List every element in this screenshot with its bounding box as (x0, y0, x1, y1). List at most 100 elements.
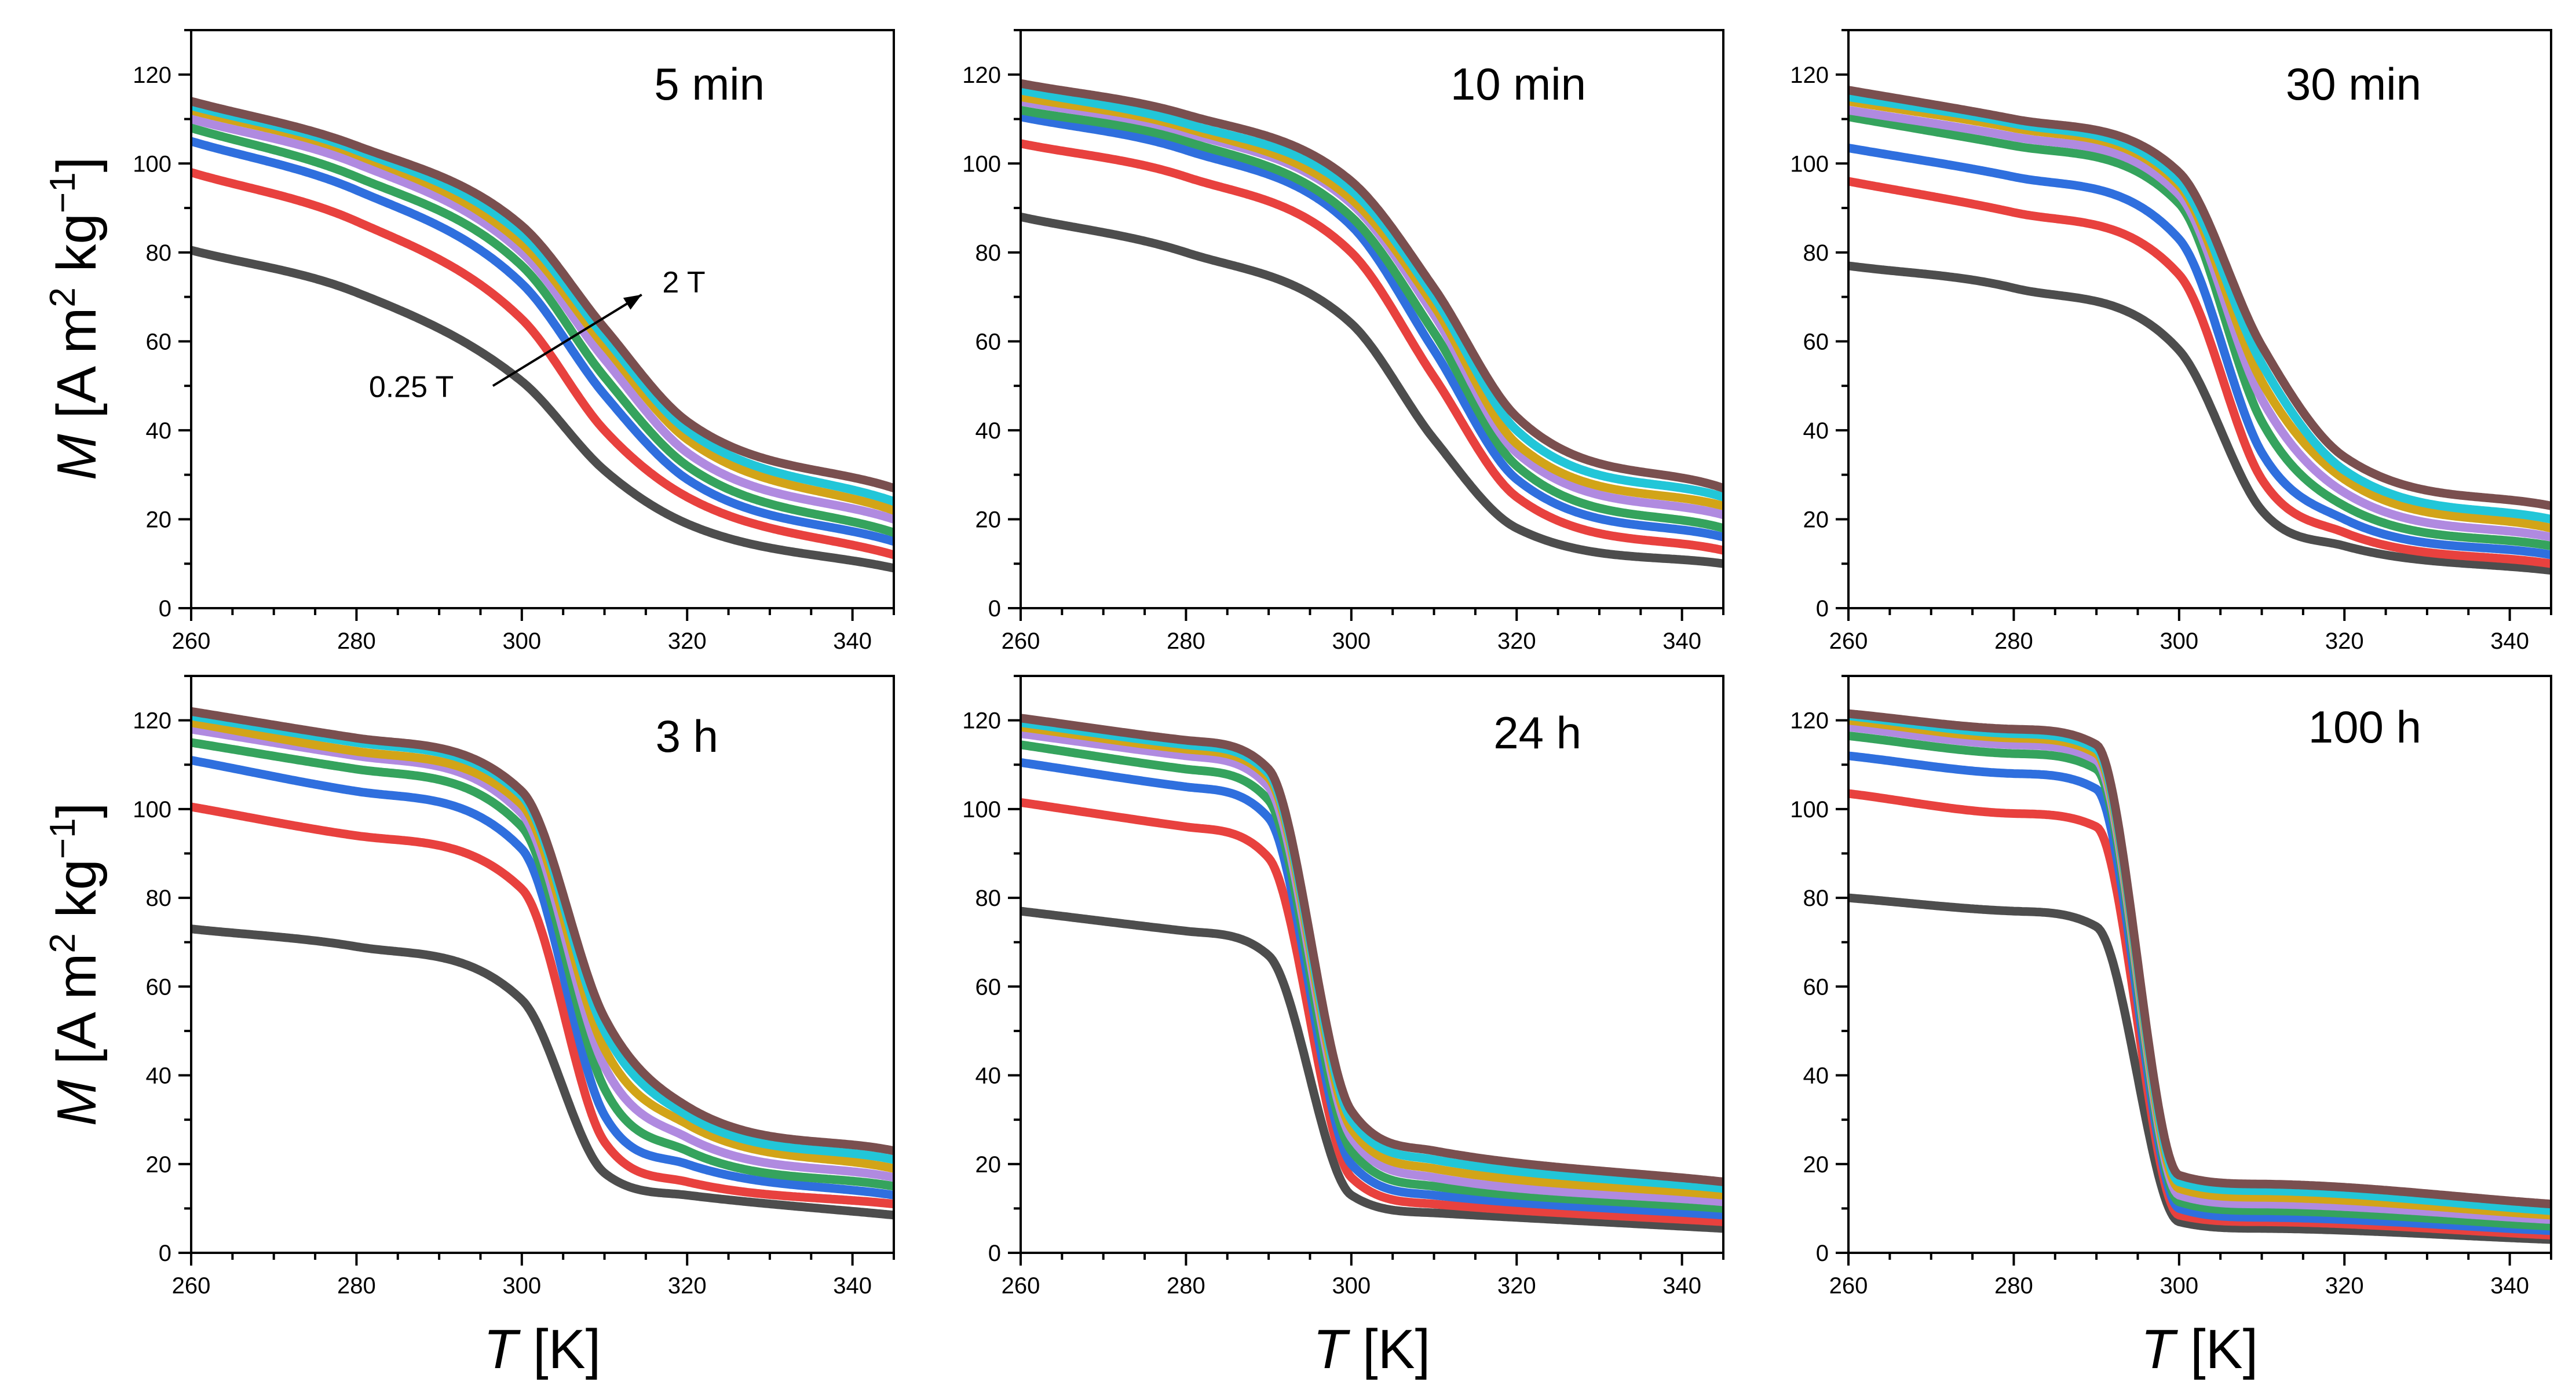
x-tick-label: 320 (2325, 1273, 2364, 1299)
y-tick-label: 100 (1790, 797, 1829, 822)
y-tick-label: 100 (962, 151, 1001, 177)
panel-5: 260 280 300 320 340 0 20 40 60 80 100 120 24 h (962, 675, 1724, 1299)
y-tick-label: 20 (975, 1152, 1002, 1178)
plot-frame (190, 675, 895, 1254)
panel-title: 10 min (1450, 59, 1586, 109)
plot-frame (1020, 29, 1724, 609)
y-tick-label: 0 (1816, 596, 1829, 621)
y-tick-label: 40 (975, 1063, 1002, 1089)
y-tick-label: 100 (962, 797, 1001, 822)
series-0-5-T-line (1021, 139, 1723, 555)
series-1-5-T-line (1021, 722, 1723, 1200)
field-arrow (492, 294, 642, 387)
series-2-T-line (191, 707, 894, 1156)
x-tick-label: 260 (1002, 1273, 1040, 1299)
y-tick-label: 60 (1803, 329, 1829, 354)
y-tick-label: 100 (133, 797, 171, 822)
y-tick-label: 0 (159, 596, 171, 621)
annotation-high-field: 2 T (662, 266, 705, 299)
y-tick-label: 40 (146, 1063, 172, 1089)
y-tick-label: 20 (1803, 1152, 1829, 1178)
series-0-25-T-line (1021, 212, 1723, 568)
y-tick-label: 80 (1803, 240, 1829, 266)
x-tick-label: 260 (1829, 628, 1868, 654)
x-tick-label: 260 (172, 1273, 211, 1299)
x-tick-label: 320 (1497, 1273, 1536, 1299)
y-tick-label: 0 (988, 1241, 1001, 1266)
x-axis-label: T [K] (2141, 1318, 2259, 1380)
x-tick-label: 280 (1994, 1273, 2033, 1299)
y-tick-label: 0 (1816, 1241, 1829, 1266)
x-tick-label: 320 (1497, 628, 1536, 654)
series-1-T-line (191, 123, 894, 537)
y-tick-label: 80 (146, 240, 172, 266)
panel-title: 3 h (656, 711, 718, 762)
series-0-25-T-line (1848, 893, 2551, 1244)
panel-title: 24 h (1493, 707, 1581, 758)
x-tick-label: 280 (1167, 1273, 1205, 1299)
x-axis-label: T [K] (1313, 1318, 1431, 1380)
series-1-T-line (1021, 105, 1723, 533)
series-0-5-T-line (191, 168, 894, 560)
series-1-75-T-line (1021, 86, 1723, 502)
y-tick-label: 60 (975, 974, 1002, 1000)
plot-frame (1847, 29, 2552, 609)
y-tick-label: 60 (975, 329, 1002, 354)
panel-title: 100 h (2308, 701, 2421, 752)
y-tick-label: 80 (146, 886, 172, 911)
panel-1: 260 280 300 320 340 0 20 40 60 80 100 120 5 min (133, 29, 895, 654)
x-tick-label: 280 (337, 1273, 376, 1299)
series-0-75-T-line (1848, 143, 2551, 560)
annotation-low-field: 0.25 T (369, 370, 454, 404)
y-tick-label: 120 (1790, 63, 1829, 88)
panel-4: 260 280 300 320 340 0 20 40 60 80 100 120 3 h (133, 675, 895, 1299)
series-2-T-line (1021, 714, 1723, 1186)
series-1-75-T-line (1848, 711, 2551, 1215)
y-tick-label: 0 (159, 1241, 171, 1266)
series-0-25-T-line (1848, 261, 2551, 575)
panel-2: 260 280 300 320 340 0 20 40 60 80 100 120 10 min (962, 29, 1724, 654)
y-tick-label: 120 (962, 708, 1001, 734)
y-tick-label: 60 (146, 329, 172, 354)
panel-title: 30 min (2286, 59, 2421, 109)
y-tick-label: 120 (133, 63, 171, 88)
series-2-T-line (191, 97, 894, 493)
y-tick-label: 80 (975, 886, 1002, 911)
series-0-5-T-line (1021, 798, 1723, 1226)
series-1-25-T-line (1021, 729, 1723, 1206)
x-tick-label: 260 (1829, 1273, 1868, 1299)
series-1-75-T-line (1848, 92, 2551, 524)
y-tick-label: 40 (1803, 1063, 1829, 1089)
x-tick-label: 280 (1994, 628, 2033, 654)
x-tick-label: 300 (502, 628, 541, 654)
x-tick-label: 340 (1662, 1273, 1701, 1299)
series-0-5-T-line (191, 802, 894, 1209)
series-1-T-line (1021, 740, 1723, 1213)
series-1-25-T-line (191, 115, 894, 524)
y-tick-label: 100 (133, 151, 171, 177)
series-1-25-T-line (191, 725, 894, 1182)
series-0-5-T-line (1848, 789, 2551, 1240)
series-0-25-T-line (191, 246, 894, 573)
y-tick-label: 120 (962, 63, 1001, 88)
plot-frame (1020, 675, 1724, 1254)
x-tick-label: 300 (2160, 628, 2198, 654)
field-arrow-head (623, 294, 642, 310)
y-tick-label: 20 (146, 507, 172, 532)
x-tick-label: 340 (2490, 1273, 2529, 1299)
plot-frame (190, 29, 895, 609)
series-1-5-T-line (1021, 92, 1723, 510)
x-tick-label: 280 (337, 628, 376, 654)
x-tick-label: 260 (1002, 628, 1040, 654)
x-tick-label: 320 (668, 628, 707, 654)
y-tick-label: 0 (988, 596, 1001, 621)
series-0-5-T-line (1848, 177, 2551, 568)
panel-3: 260 280 300 320 340 0 20 40 60 80 100 120 30 min (1790, 29, 2552, 654)
y-tick-label: 60 (146, 974, 172, 1000)
series-2-T-line (1848, 86, 2551, 510)
y-tick-label: 20 (975, 507, 1002, 532)
y-axis-label: M [A m2 kg−1] (43, 803, 108, 1127)
series-0-25-T-line (191, 924, 894, 1220)
x-tick-label: 260 (172, 628, 211, 654)
